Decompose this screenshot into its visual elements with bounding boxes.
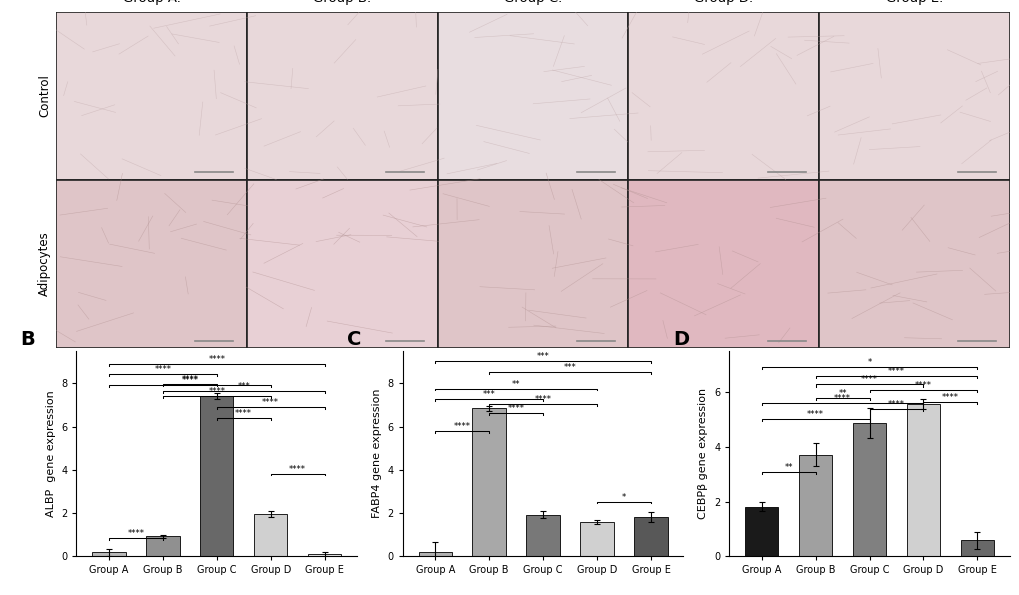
Y-axis label: CEBPβ gene expression: CEBPβ gene expression <box>698 388 708 519</box>
Text: ****: **** <box>834 394 850 403</box>
Text: *: * <box>866 358 871 367</box>
Text: ****: **** <box>208 387 225 396</box>
Bar <box>418 552 451 556</box>
Text: Group D.: Group D. <box>694 0 752 5</box>
Bar <box>308 554 341 556</box>
Text: Adipocytes: Adipocytes <box>38 231 51 296</box>
Bar <box>247 180 437 348</box>
Bar <box>56 12 247 180</box>
Text: ****: **** <box>941 393 958 402</box>
Y-axis label: ALBP  gene expression: ALBP gene expression <box>46 390 56 517</box>
Bar <box>200 396 233 556</box>
Bar <box>634 517 667 556</box>
Bar <box>906 405 940 556</box>
Bar <box>818 180 1009 348</box>
Bar <box>798 455 832 556</box>
Bar <box>526 515 559 556</box>
Bar <box>744 506 777 556</box>
Text: ***: *** <box>237 383 250 392</box>
Text: ***: *** <box>564 363 576 372</box>
Text: ****: **** <box>453 422 471 431</box>
Text: ****: **** <box>181 377 198 386</box>
Bar <box>818 12 1009 180</box>
Bar <box>628 180 818 348</box>
Text: D: D <box>673 330 689 349</box>
Text: Group A.: Group A. <box>122 0 180 5</box>
Text: ***: *** <box>482 390 495 399</box>
Text: ****: **** <box>127 530 145 538</box>
Text: ****: **** <box>208 355 225 364</box>
Text: **: ** <box>838 389 846 397</box>
Bar <box>580 522 613 556</box>
Text: Group E.: Group E. <box>884 0 943 5</box>
Text: ****: **** <box>534 396 551 405</box>
Text: ****: **** <box>507 404 524 413</box>
Text: ****: **** <box>888 400 904 409</box>
Bar <box>146 537 179 556</box>
Text: ****: **** <box>262 398 279 407</box>
Bar <box>437 12 628 180</box>
Text: ****: **** <box>181 375 198 384</box>
Text: ****: **** <box>288 465 306 474</box>
Bar <box>247 12 437 180</box>
Bar <box>628 12 818 180</box>
Text: ****: **** <box>235 409 252 418</box>
Text: ****: **** <box>860 375 877 384</box>
Text: **: ** <box>784 463 792 472</box>
Bar <box>472 408 505 556</box>
Text: Control: Control <box>38 74 51 117</box>
Text: B: B <box>20 330 35 349</box>
Text: *: * <box>622 493 626 502</box>
Text: Group B.: Group B. <box>313 0 371 5</box>
Text: ****: **** <box>154 365 171 374</box>
Y-axis label: FABP4 gene expression: FABP4 gene expression <box>372 389 382 518</box>
Text: Group C.: Group C. <box>503 0 561 5</box>
Text: ***: *** <box>536 352 549 361</box>
Bar <box>852 423 886 556</box>
Bar <box>92 552 125 556</box>
Bar <box>437 180 628 348</box>
Bar <box>56 180 247 348</box>
Text: C: C <box>346 330 361 349</box>
Text: **: ** <box>512 380 520 389</box>
Text: ****: **** <box>806 409 823 419</box>
Text: ****: **** <box>888 367 904 376</box>
Text: ****: **** <box>914 381 931 390</box>
Bar <box>960 540 994 556</box>
Bar <box>254 513 287 556</box>
